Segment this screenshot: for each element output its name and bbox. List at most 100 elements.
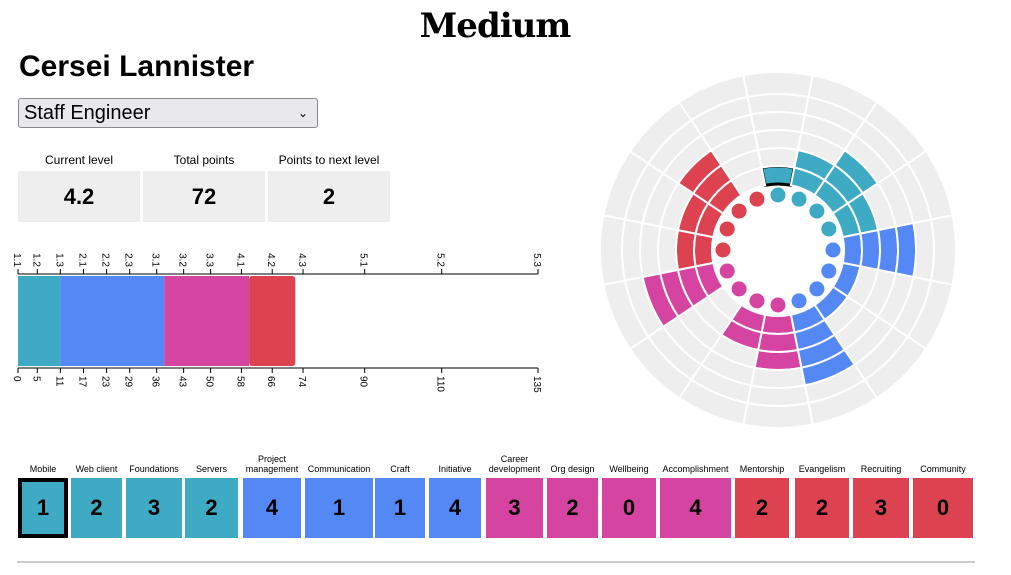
chart-cell[interactable]: [746, 384, 810, 407]
track-label-wrap: Wellbeing: [598, 452, 660, 474]
track-button[interactable]: 4: [243, 478, 301, 538]
track-button[interactable]: 1: [18, 478, 68, 538]
track-dot[interactable]: [719, 221, 735, 237]
track-level: 3: [874, 495, 888, 520]
track-button[interactable]: 2: [71, 478, 122, 538]
track-label-wrap: Foundations: [123, 452, 185, 474]
track-button[interactable]: 2: [735, 478, 789, 538]
level-tick-label: 4.1: [234, 253, 245, 267]
current-level-label: Current level: [44, 153, 114, 167]
current-level-value: 4.2: [18, 171, 140, 222]
track-level: 1: [36, 495, 50, 520]
level-tick-label: 1.2: [30, 253, 41, 267]
level-tick-label: 1.1: [11, 253, 22, 267]
points-bar-segment: [60, 276, 165, 366]
track-button[interactable]: 4: [429, 478, 481, 538]
track-dot[interactable]: [821, 263, 837, 279]
total-points-value: 72: [143, 171, 265, 222]
chart-cell[interactable]: [693, 232, 715, 268]
track-button[interactable]: 0: [602, 478, 656, 538]
chart-cell[interactable]: [746, 93, 810, 116]
chart-cell[interactable]: [753, 129, 803, 152]
points-tick-label: 50: [204, 376, 215, 388]
track-dot[interactable]: [821, 221, 837, 237]
chart-cell[interactable]: [599, 214, 627, 286]
chart-cell[interactable]: [657, 225, 680, 275]
chart-cell[interactable]: [841, 232, 863, 268]
track-dot[interactable]: [770, 187, 786, 203]
track-dot[interactable]: [749, 293, 765, 309]
chart-cell[interactable]: [894, 221, 917, 279]
chart-cell[interactable]: [753, 348, 803, 371]
track-label: Accomplishment: [662, 464, 729, 474]
points-tick-label: 90: [358, 376, 369, 388]
track-button[interactable]: 3: [126, 478, 182, 538]
chart-cell[interactable]: [675, 228, 697, 272]
track-dot[interactable]: [731, 203, 747, 219]
chart-cell[interactable]: [756, 147, 800, 169]
track-button[interactable]: 2: [795, 478, 849, 538]
track-label: Mobile: [29, 464, 57, 474]
track-level: 1: [393, 495, 407, 520]
level-tick-label: 2.2: [100, 253, 111, 267]
track-dot[interactable]: [715, 242, 731, 258]
points-bar-segment: [164, 276, 250, 366]
nightingale-chart: [599, 72, 957, 428]
chart-cell[interactable]: [929, 214, 957, 286]
chart-cell[interactable]: [756, 331, 800, 353]
track-dot[interactable]: [809, 203, 825, 219]
chart-cell[interactable]: [749, 366, 807, 389]
track-dot[interactable]: [791, 191, 807, 207]
track-button[interactable]: 0: [913, 478, 973, 538]
track-button[interactable]: 2: [185, 478, 238, 538]
track-button[interactable]: 1: [305, 478, 373, 538]
chart-cell[interactable]: [876, 225, 899, 275]
chart-cell[interactable]: [742, 401, 814, 428]
track-button[interactable]: 3: [486, 478, 543, 538]
track-label-wrap: Communication: [308, 452, 371, 474]
title-select[interactable]: Staff Engineer ⌄: [18, 98, 318, 128]
track-button[interactable]: 4: [660, 478, 731, 538]
title-select-value: Staff Engineer: [24, 101, 151, 124]
track-label-wrap: Recruiting: [850, 452, 912, 474]
chart-cell[interactable]: [742, 72, 814, 99]
track-level: 4: [689, 495, 702, 520]
chart-cell[interactable]: [749, 111, 807, 134]
track-dot[interactable]: [770, 297, 786, 313]
chart-cell[interactable]: [621, 218, 644, 282]
track-label: Mentorship: [739, 464, 785, 474]
track-button[interactable]: 2: [547, 478, 598, 538]
track-label-wrap: Web client: [66, 452, 128, 474]
brand-logo: Medium: [419, 6, 572, 46]
points-tick-label: 11: [53, 376, 64, 387]
track-level: 3: [147, 495, 161, 520]
chart-cell[interactable]: [759, 164, 797, 188]
track-button[interactable]: 1: [375, 478, 425, 538]
level-tick-label: 5.3: [531, 253, 542, 267]
track-dot[interactable]: [791, 293, 807, 309]
chart-cell[interactable]: [639, 221, 662, 279]
track-label-wrap: Craft: [369, 452, 431, 474]
chart-cell[interactable]: [677, 74, 749, 122]
track-dot[interactable]: [731, 281, 747, 297]
track-dot[interactable]: [719, 263, 735, 279]
track-label: Org design: [550, 464, 595, 474]
track-label: Evangelism: [798, 464, 846, 474]
points-tick-label: 29: [123, 376, 134, 388]
points-tick-label: 43: [177, 376, 188, 388]
chart-cell[interactable]: [760, 313, 796, 335]
chart-cell[interactable]: [859, 228, 881, 272]
level-tick-label: 1.3: [53, 253, 64, 267]
track-label: Initiative: [438, 464, 472, 474]
track-dot[interactable]: [809, 281, 825, 297]
track-button[interactable]: 3: [853, 478, 909, 538]
track-label: Wellbeing: [609, 464, 649, 474]
level-tick-label: 2.3: [123, 253, 134, 267]
track-dot[interactable]: [825, 242, 841, 258]
track-label-wrap: Initiative: [424, 452, 486, 474]
chevron-down-icon: ⌄: [297, 106, 308, 120]
track-dot[interactable]: [749, 191, 765, 207]
chart-cell[interactable]: [912, 218, 935, 282]
level-tick-label: 2.1: [76, 253, 87, 267]
track-label-wrap: Mentorship: [731, 452, 793, 474]
